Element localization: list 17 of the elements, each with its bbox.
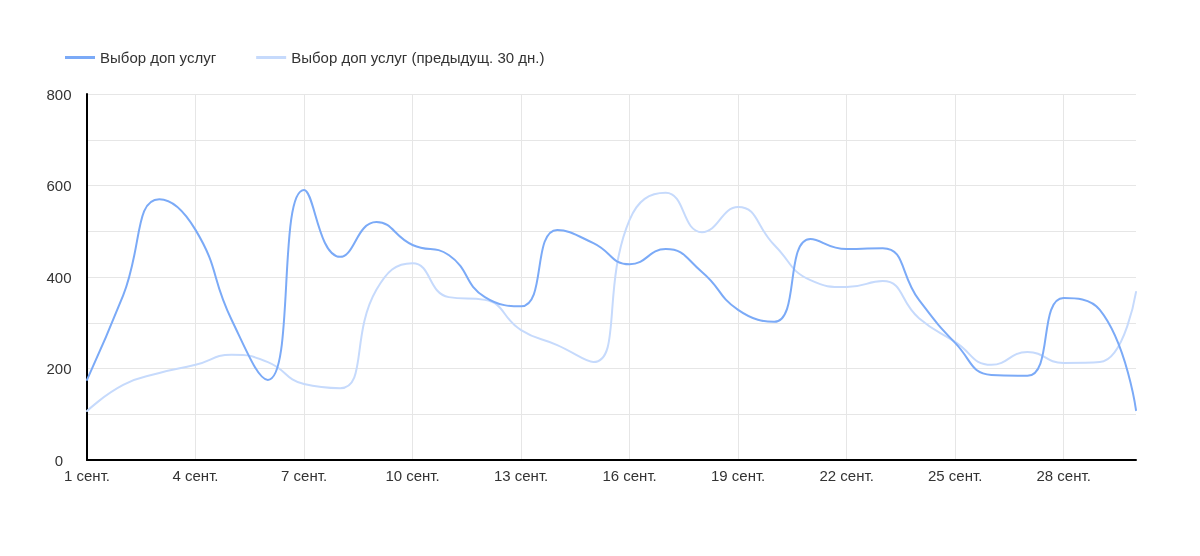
x-tick-label: 4 сент. — [172, 467, 219, 484]
y-tick-label: 200 — [46, 360, 72, 377]
x-tick-label: 16 сент. — [602, 467, 657, 484]
x-tick-label: 22 сент. — [819, 467, 874, 484]
x-tick-label: 19 сент. — [710, 467, 766, 484]
y-tick-label: 800 — [46, 85, 72, 103]
x-tick-label: 7 сент. — [281, 467, 328, 484]
legend-label: Выбор доп услуг (предыдущ. 30 дн.) — [291, 49, 545, 66]
x-tick-label: 10 сент. — [385, 467, 440, 484]
x-tick-label: 25 сент. — [927, 467, 983, 484]
x-tick-label: 28 сент. — [1036, 467, 1091, 484]
y-tick-label: 600 — [46, 177, 72, 194]
y-tick-label: 0 — [54, 451, 64, 469]
y-tick-label: 400 — [46, 268, 72, 286]
x-tick-label: 13 сент. — [493, 467, 549, 484]
x-tick-label: 1 сент. — [63, 467, 111, 484]
legend-label: Выбор доп услуг — [100, 49, 217, 66]
